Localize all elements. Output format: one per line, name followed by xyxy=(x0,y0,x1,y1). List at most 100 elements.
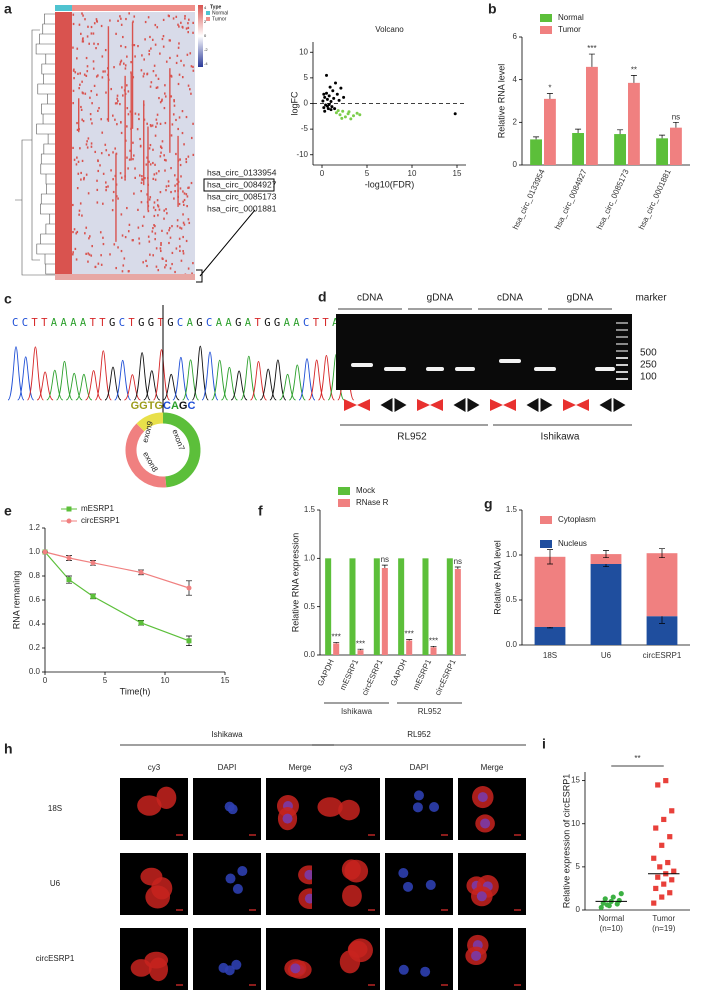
heatmap-cell xyxy=(152,161,154,165)
panel-label: c xyxy=(4,291,12,307)
nucleus-signal xyxy=(425,879,436,890)
heatmap-cell xyxy=(169,39,171,42)
point xyxy=(663,778,669,784)
heatmap-cell xyxy=(76,57,78,60)
micrograph xyxy=(193,928,261,990)
heatmap-cell xyxy=(133,192,135,195)
point xyxy=(329,99,333,103)
heatmap-cell xyxy=(112,114,114,117)
heatmap-cell xyxy=(182,249,184,253)
heatmap-cell xyxy=(120,176,123,179)
y-tick-label: 2 xyxy=(513,117,518,126)
heatmap-cell xyxy=(159,247,162,250)
heatmap-streak xyxy=(143,100,145,186)
legend-label: Normal xyxy=(558,13,584,22)
legend-swatch xyxy=(540,516,552,524)
cell-signal xyxy=(342,884,362,907)
y-tick-label: 1.0 xyxy=(506,550,518,559)
heatmap-cell xyxy=(87,260,89,263)
y-axis-label: RNA remaning xyxy=(11,571,21,630)
heatmap-cell xyxy=(143,72,145,75)
point xyxy=(323,95,327,99)
heatmap-cell xyxy=(96,188,99,192)
primer-convergent xyxy=(453,398,480,412)
heatmap-cell xyxy=(95,47,97,50)
point xyxy=(655,782,661,788)
x-tick-label: circESRP1 xyxy=(643,651,682,660)
heatmap-cell xyxy=(140,189,142,193)
heatmap-cell xyxy=(182,213,184,216)
heatmap-cell xyxy=(156,113,159,116)
heatmap-cell xyxy=(184,14,186,18)
bar xyxy=(586,66,598,165)
callout-line xyxy=(196,209,256,283)
heatmap-cell xyxy=(176,183,179,186)
heatmap-cell xyxy=(86,35,89,38)
heatmap-streak xyxy=(169,68,171,153)
heatmap-cell xyxy=(170,95,173,98)
heatmap-cell xyxy=(149,124,152,127)
heatmap-cell xyxy=(120,17,122,20)
heatmap-cell xyxy=(127,270,130,273)
heatmap-cell xyxy=(155,265,158,268)
heatmap-cell xyxy=(188,221,191,225)
heatmap-cell xyxy=(119,102,121,106)
heatmap-cell xyxy=(76,156,78,159)
heatmap-cell xyxy=(146,193,148,196)
y-tick-label: 0.0 xyxy=(506,640,518,649)
heatmap-cell xyxy=(96,201,99,204)
error-bar xyxy=(630,75,637,83)
heatmap-cell xyxy=(152,254,154,257)
heatmap-cell xyxy=(113,243,116,246)
point xyxy=(657,864,663,870)
heatmap-cell xyxy=(160,241,162,245)
heatmap-cell xyxy=(102,242,105,246)
heatmap-cell xyxy=(93,22,96,25)
heatmap-cell xyxy=(182,221,185,224)
heatmap-cell xyxy=(159,155,162,158)
y-tick-label: 0.4 xyxy=(29,619,41,628)
point xyxy=(325,104,329,108)
x-tick-label: 5 xyxy=(365,169,370,178)
legend-swatch xyxy=(66,506,72,512)
heatmap-cell xyxy=(155,172,158,175)
trace-peak xyxy=(250,361,267,401)
heatmap-cell xyxy=(75,258,78,261)
heatmap-cell xyxy=(182,235,184,239)
point xyxy=(661,881,667,887)
nucleus-signal xyxy=(471,950,482,961)
point xyxy=(334,81,337,85)
cell-signal xyxy=(144,951,169,969)
heatmap-cell xyxy=(86,65,89,68)
point xyxy=(325,97,329,101)
heatmap-cell xyxy=(179,245,181,248)
heatmap-cell xyxy=(180,59,182,62)
heatmap-cell xyxy=(112,151,114,154)
heatmap-cell xyxy=(85,143,88,146)
heatmap-cell xyxy=(178,73,181,76)
heatmap-cell xyxy=(161,229,163,232)
group-label: Ishikawa xyxy=(341,707,373,716)
heatmap-cell xyxy=(91,244,93,248)
heatmap-cell xyxy=(179,163,182,167)
x-tick-note: (n=19) xyxy=(652,924,676,933)
dendrogram xyxy=(15,13,55,276)
heatmap-streak xyxy=(124,75,126,179)
heatmap-cell xyxy=(181,25,184,29)
bar xyxy=(381,568,388,655)
point xyxy=(42,549,48,555)
base: C xyxy=(22,317,28,329)
gel-band xyxy=(595,367,615,371)
point xyxy=(651,855,657,861)
heatmap-cell xyxy=(132,20,134,23)
bar xyxy=(670,127,682,165)
bar xyxy=(614,134,626,165)
heatmap-cell xyxy=(128,158,131,161)
heatmap-cell xyxy=(90,25,93,29)
heatmap-cell xyxy=(149,253,151,256)
base: C xyxy=(12,317,18,329)
trace-peak xyxy=(26,346,44,401)
heatmap-cell xyxy=(124,178,126,181)
heatmap-cell xyxy=(132,154,135,157)
heatmap-cell xyxy=(143,215,145,218)
